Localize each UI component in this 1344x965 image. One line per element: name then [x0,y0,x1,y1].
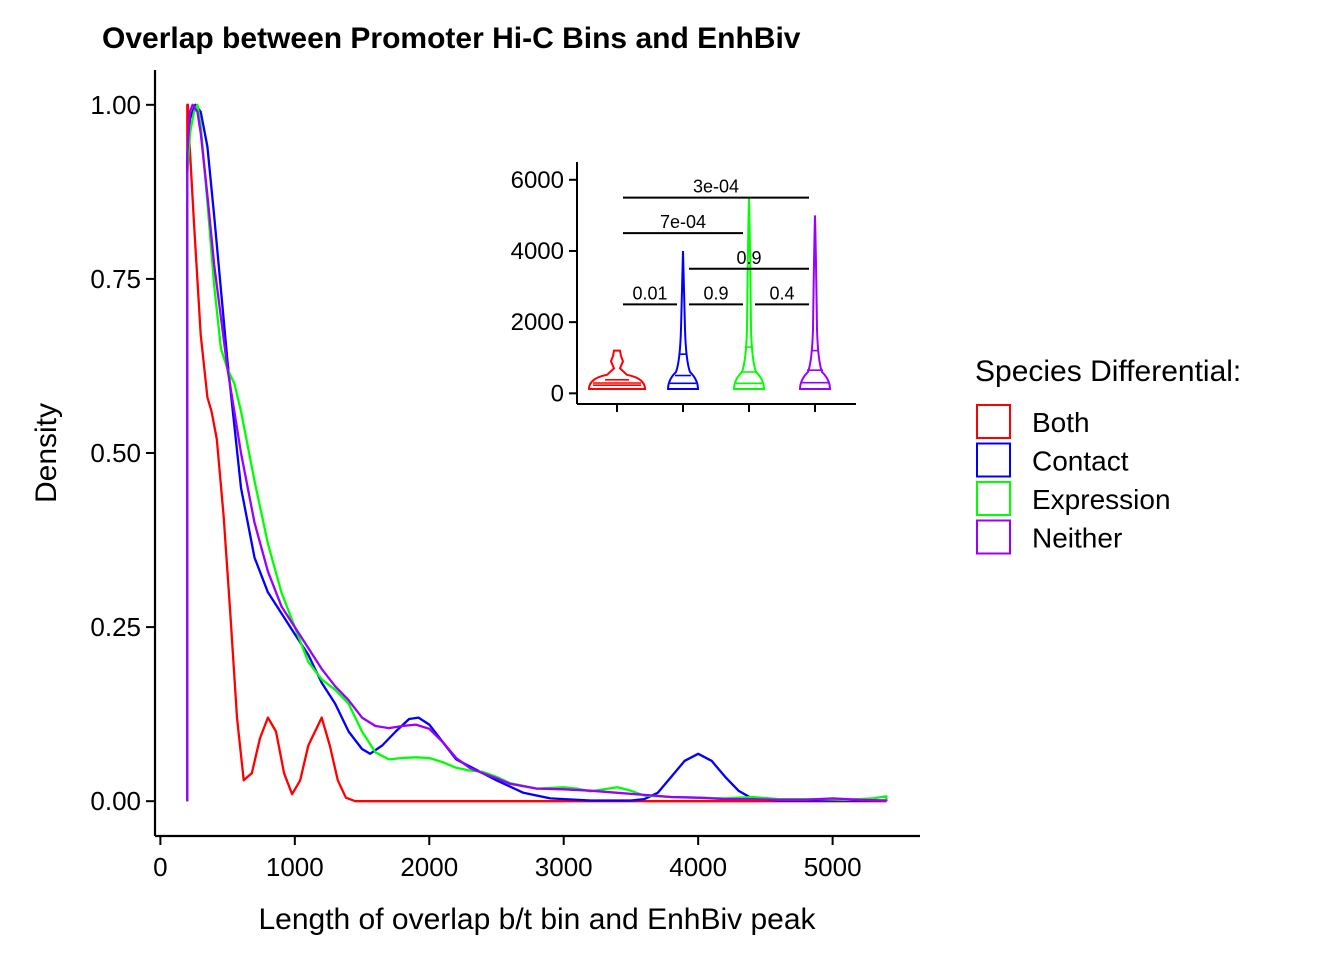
p-value-label: 0.01 [632,283,667,303]
comparison-bracket: 0.9 [689,248,809,270]
legend-swatch [976,404,1011,439]
legend-item-neither: Neither [976,519,1122,555]
p-value-label: 3e-04 [693,177,739,197]
comparison-bracket: 3e-04 [623,177,809,199]
legend: Species Differential: Both Contact Express… [975,355,1241,555]
inset-significance-brackets: 0.01 0.9 0.4 0.9 7e-04 3e-04 [623,177,809,306]
legend-item-both: Both [976,404,1090,439]
comparison-bracket: 0.4 [755,283,809,306]
inset-y-tick-label: 0 [551,380,564,407]
p-value-label: 7e-04 [660,212,706,232]
y-tick-label: 0.00 [90,786,141,816]
x-tick-label: 4000 [669,852,727,882]
inset-y-tick-label: 6000 [511,167,564,194]
inset-y-tick-label: 4000 [511,238,564,265]
inset-y-tick-label: 2000 [511,309,564,336]
legend-item-contact: Contact [976,442,1129,478]
density-line-both [186,103,887,803]
p-value-label: 0.9 [736,248,761,268]
y-tick-label: 0.50 [90,438,141,468]
violin-neither [798,215,832,391]
legend-swatch [976,442,1011,478]
y-tick-label: 0.25 [90,612,141,642]
violin-outline [666,250,700,391]
y-axis-title: Density [30,403,63,503]
violin-outline [587,349,647,391]
violin-contact [666,250,700,391]
inset-violin-plot: 0 2000 4000 6000 0.01 0.9 0.4 0.9 7e-04 3e-04 [511,162,856,412]
legend-title: Species Differential: [975,355,1241,388]
violin-both [587,349,647,391]
density-line-contact [186,103,887,802]
y-tick-label: 1.00 [90,90,141,120]
legend-label: Neither [1032,523,1122,554]
comparison-bracket: 7e-04 [623,212,743,235]
density-curves [186,103,888,803]
main-plot-area: 0 1000 2000 3000 4000 5000 0.00 0.25 0.50 0.75 1.0… [90,70,920,882]
y-tick-label: 0.75 [90,264,141,294]
x-axis-title: Length of overlap b/t bin and EnhBiv pea… [258,903,816,936]
chart-title: Overlap between Promoter Hi-C Bins and E… [102,22,801,55]
violin-outline [798,215,832,391]
legend-label: Contact [1032,446,1129,477]
comparison-bracket: 0.9 [689,283,743,306]
x-tick-label: 2000 [400,852,458,882]
legend-label: Expression [1032,484,1171,515]
inset-axis-ticks: 0 2000 4000 6000 [511,167,816,412]
density-line-expression [186,103,888,802]
legend-item-expression: Expression [976,481,1171,516]
p-value-label: 0.9 [703,283,728,303]
legend-swatch [976,481,1011,516]
x-tick-label: 0 [153,852,167,882]
x-tick-label: 3000 [535,852,593,882]
violin-expression [732,197,766,391]
p-value-label: 0.4 [769,283,794,303]
main-axis-ticks: 0 1000 2000 3000 4000 5000 0.00 0.25 0.50 0.75 1.0… [90,90,861,882]
x-tick-label: 5000 [804,852,862,882]
comparison-bracket: 0.01 [623,283,677,306]
violin-outline [732,197,766,391]
x-tick-label: 1000 [266,852,324,882]
density-line-neither [186,103,888,802]
legend-items: Both Contact Expression Neither [976,404,1171,555]
legend-swatch [976,519,1011,555]
legend-label: Both [1032,407,1090,438]
